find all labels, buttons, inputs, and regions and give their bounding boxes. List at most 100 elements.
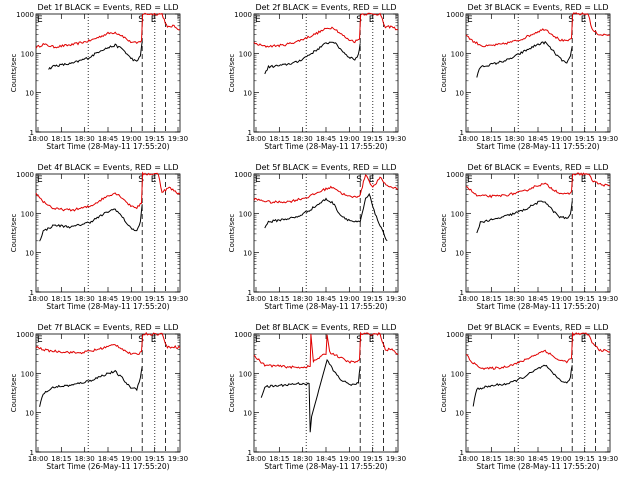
series-line-lld [253, 331, 399, 369]
marker-label: S [138, 335, 144, 345]
series-line-events [476, 40, 573, 78]
plot-frame [465, 333, 611, 453]
x-tick-label: 18:30 [505, 295, 525, 303]
x-tick-label: 18:15 [51, 295, 71, 303]
y-tick-label: 10 [25, 90, 34, 98]
series-line-lld [465, 172, 611, 199]
marker-label: E [581, 15, 587, 25]
y-tick-label: 10 [455, 410, 464, 418]
y-tick-label: 10 [25, 250, 34, 258]
y-axis-label: Counts/sec [10, 214, 18, 253]
y-tick-label: 1000 [234, 331, 252, 339]
marker-label: E [581, 335, 587, 345]
x-tick-label: 18:00 [246, 135, 266, 143]
marker-label: E [467, 15, 473, 25]
marker-label: S [356, 335, 362, 345]
x-tick-label: 19:30 [598, 135, 618, 143]
x-axis-label: Start Time (28-May-11 17:55:20) [264, 302, 387, 311]
marker-label: E [37, 175, 43, 185]
y-tick-label: 1000 [16, 11, 34, 19]
panel-title: Det 4f BLACK = Events, RED = LLD [37, 163, 178, 172]
marker-label: S [138, 15, 144, 25]
panel-title: Det 6f BLACK = Events, RED = LLD [467, 163, 608, 172]
x-tick-label: 18:30 [293, 455, 313, 463]
y-axis-label: Counts/sec [228, 54, 236, 93]
x-tick-label: 19:00 [339, 135, 359, 143]
panel-4: Det 4f BLACK = Events, RED = LLD 1 10 100 10… [10, 163, 188, 311]
y-tick-label: 100 [451, 50, 464, 58]
y-tick-label: 100 [239, 50, 252, 58]
y-tick-label: 100 [451, 370, 464, 378]
x-tick-label: 19:15 [575, 455, 595, 463]
marker-label: E [369, 15, 375, 25]
x-tick-label: 18:15 [269, 135, 289, 143]
x-axis-label: Start Time (28-May-11 17:55:20) [476, 302, 599, 311]
y-tick-label: 1 [248, 129, 252, 137]
panel-7: Det 7f BLACK = Events, RED = LLD 1 10 100 10… [10, 323, 188, 471]
y-tick-label: 1000 [16, 171, 34, 179]
panel-title: Det 5f BLACK = Events, RED = LLD [255, 163, 396, 172]
y-tick-label: 1 [460, 289, 464, 297]
y-axis-label: Counts/sec [440, 214, 448, 253]
x-tick-label: 18:15 [269, 295, 289, 303]
x-tick-label: 18:45 [98, 455, 118, 463]
x-axis-label: Start Time (28-May-11 17:55:20) [476, 142, 599, 151]
panel-title: Det 1f BLACK = Events, RED = LLD [37, 3, 178, 12]
x-tick-label: 19:00 [339, 455, 359, 463]
x-tick-label: 19:00 [339, 295, 359, 303]
y-tick-label: 10 [243, 250, 252, 258]
marker-label: E [467, 335, 473, 345]
series-line-lld [465, 12, 610, 48]
x-tick-label: 19:15 [145, 455, 165, 463]
x-tick-label: 19:00 [551, 455, 571, 463]
x-tick-label: 18:45 [316, 455, 336, 463]
y-tick-label: 1000 [234, 11, 252, 19]
y-tick-label: 10 [455, 90, 464, 98]
panel-title: Det 3f BLACK = Events, RED = LLD [467, 3, 608, 12]
y-tick-label: 10 [243, 90, 252, 98]
y-tick-label: 100 [21, 50, 34, 58]
y-tick-label: 10 [455, 250, 464, 258]
y-axis-label: Counts/sec [228, 374, 236, 413]
x-tick-label: 19:15 [145, 135, 165, 143]
series-line-events [260, 358, 361, 433]
y-tick-label: 100 [21, 210, 34, 218]
x-tick-label: 18:45 [316, 135, 336, 143]
plot-frame [253, 173, 399, 293]
panel-title: Det 2f BLACK = Events, RED = LLD [255, 3, 396, 12]
series-line-lld [35, 12, 181, 49]
panel-title: Det 7f BLACK = Events, RED = LLD [37, 323, 178, 332]
x-tick-label: 18:30 [293, 295, 313, 303]
x-tick-label: 18:30 [293, 135, 313, 143]
series-line-events [48, 41, 143, 70]
y-tick-label: 100 [21, 370, 34, 378]
x-tick-label: 18:45 [528, 135, 548, 143]
marker-label: E [369, 175, 375, 185]
x-tick-label: 19:00 [551, 295, 571, 303]
plot-frame [35, 173, 181, 293]
y-tick-label: 1 [30, 129, 34, 137]
x-tick-label: 18:15 [51, 455, 71, 463]
x-tick-label: 18:00 [28, 455, 48, 463]
x-tick-label: 18:15 [481, 135, 501, 143]
marker-label: E [151, 335, 157, 345]
marker-label: E [151, 15, 157, 25]
x-axis-label: Start Time (28-May-11 17:55:20) [264, 142, 387, 151]
marker-label: E [581, 175, 587, 185]
y-axis-label: Counts/sec [10, 374, 18, 413]
marker-label: E [369, 335, 375, 345]
y-tick-label: 1 [248, 289, 252, 297]
y-axis-label: Counts/sec [440, 374, 448, 413]
x-tick-label: 18:15 [51, 135, 71, 143]
marker-label: E [151, 175, 157, 185]
x-tick-label: 18:45 [98, 295, 118, 303]
marker-label: E [37, 15, 43, 25]
y-axis-label: Counts/sec [228, 214, 236, 253]
x-tick-label: 18:00 [458, 295, 478, 303]
y-tick-label: 1 [460, 449, 464, 457]
marker-label: E [255, 335, 261, 345]
x-tick-label: 18:45 [316, 295, 336, 303]
y-tick-label: 1000 [446, 331, 464, 339]
panel-1: Det 1f BLACK = Events, RED = LLD 1 10 100 10… [10, 3, 188, 151]
